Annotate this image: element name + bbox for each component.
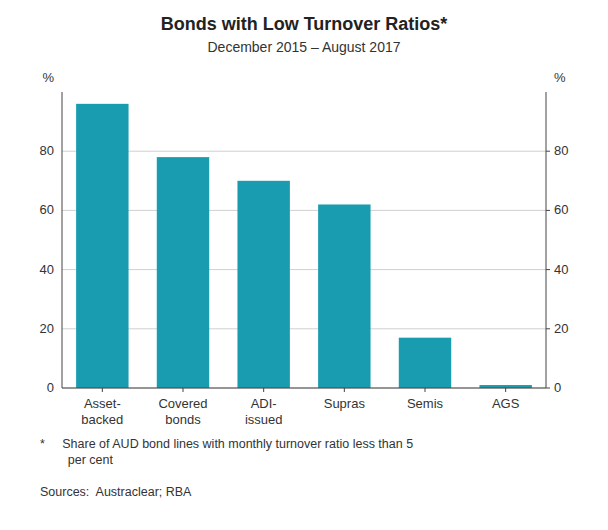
y2-tick-label: 20 (554, 321, 568, 336)
chart: Bonds with Low Turnover Ratios* December … (0, 0, 608, 530)
y2-axis-line (546, 92, 547, 388)
grid-line (62, 151, 546, 152)
x-tick-label: Coveredbonds (158, 396, 207, 427)
y2-tick (546, 210, 550, 211)
y-tick-label: 40 (40, 262, 54, 277)
grid-line (62, 328, 546, 329)
y2-tick-label: 60 (554, 202, 568, 217)
x-tick (344, 388, 345, 392)
x-tick (183, 388, 184, 392)
y-axis-label: % (42, 70, 54, 85)
y-tick-label: 80 (40, 143, 54, 158)
grid-line (62, 210, 546, 211)
y2-axis-label: % (554, 70, 566, 85)
y2-tick (546, 269, 550, 270)
x-tick (263, 388, 264, 392)
y-tick-label: 20 (40, 321, 54, 336)
x-tick-label: ADI-issued (245, 396, 283, 427)
y-tick-label: 60 (40, 202, 54, 217)
x-axis-line (62, 388, 546, 389)
x-tick (425, 388, 426, 392)
title: Bonds with Low Turnover Ratios* (161, 14, 448, 34)
y2-tick-label: 80 (554, 143, 568, 158)
bars (76, 104, 532, 388)
footnote: * Share of AUD bond lines with monthly t… (40, 437, 413, 467)
bar (237, 181, 289, 388)
y-tick-label: 0 (47, 380, 54, 395)
x-tick-label: Semis (407, 396, 444, 411)
x-tick (102, 388, 103, 392)
subtitle: December 2015 – August 2017 (207, 39, 400, 55)
bar (399, 338, 451, 388)
x-tick-label: Supras (324, 396, 366, 411)
x-tick-label: AGS (492, 396, 520, 411)
y2-tick-label: 40 (554, 262, 568, 277)
x-tick-label: Asset-backed (81, 396, 123, 427)
bar (318, 204, 370, 388)
y-axis-line (62, 92, 63, 388)
footnote: Sources: Austraclear; RBA (40, 485, 192, 499)
grid-line (62, 269, 546, 270)
y2-tick (546, 151, 550, 152)
x-tick (505, 388, 506, 392)
bar (157, 157, 209, 388)
y2-tick (546, 388, 550, 389)
grid-line (62, 388, 546, 389)
y2-tick (546, 328, 550, 329)
y2-tick-label: 0 (554, 380, 561, 395)
bar (76, 104, 128, 388)
